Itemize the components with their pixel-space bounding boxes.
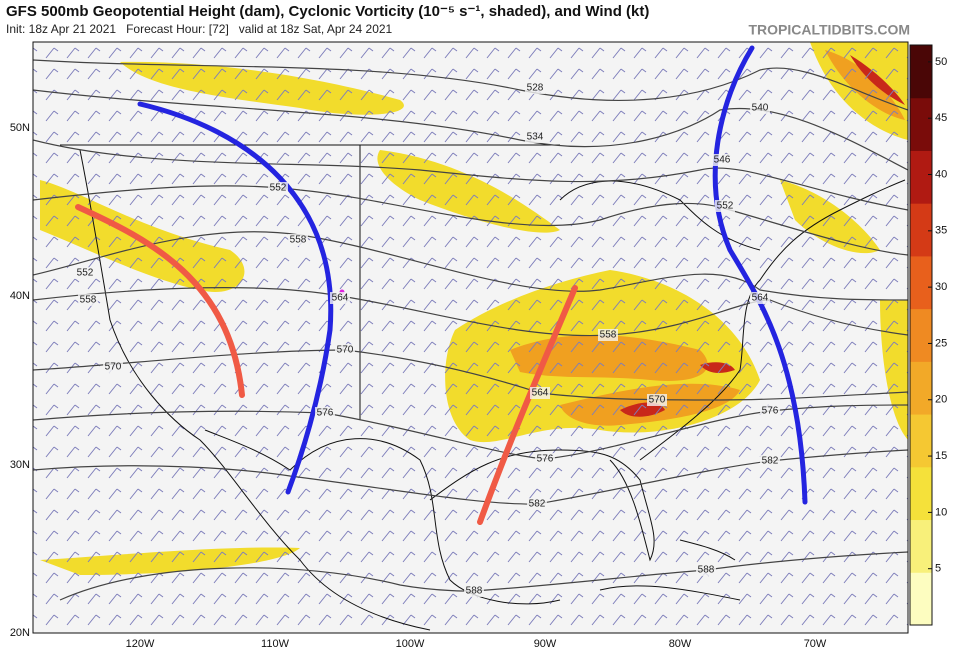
contour-label: 582 [529,499,546,510]
contour-label-bg [464,585,484,597]
lon-label: 120W [126,638,155,650]
map: 528 534 540 546 552 552 552 558 558 558 564 564 564 5… [33,42,908,633]
contour-label: 552 [77,268,94,279]
colorbar-swatch [910,466,932,521]
lat-label: 20N [10,627,30,639]
colorbar-tick-label: 45 [935,112,947,124]
contour-label-bg [315,407,335,419]
colorbar-swatch [910,203,932,257]
contour-label-bg [598,329,618,341]
contour-label-bg [530,387,550,399]
colorbar-tick-label: 25 [935,337,947,349]
contour-label-bg [715,200,735,212]
contour-label-bg [527,498,547,510]
contour-label-bg [335,344,355,356]
contour-label: 582 [762,456,779,467]
contour-label-bg [750,102,770,114]
colorbar-swatch [910,519,932,573]
contour-label-bg [525,131,545,143]
colorbar-swatch [910,414,932,468]
contour-label: 558 [80,295,97,306]
colorbar-tick-label: 15 [935,450,947,462]
contour-label: 570 [105,362,122,373]
lon-label: 80W [669,638,692,650]
contour-label: 540 [752,103,769,114]
contour-label: 570 [649,395,666,406]
contour-label-bg [535,453,555,465]
colorbar-swatch [910,308,932,362]
ridge-axis [712,45,808,505]
contour-label-bg [103,361,123,373]
lon-label: 90W [534,638,557,650]
contour-label: 546 [714,155,731,166]
colorbar-tick-label: 40 [935,168,947,180]
colorbar-tick-label: 5 [935,563,941,575]
contour-label-bg [288,234,308,246]
contour-label: 576 [537,454,554,465]
colorbar-swatch [910,97,932,151]
colorbar-frame [909,44,933,626]
contour-label: 564 [752,293,769,304]
contour-label-bg [647,394,667,406]
colorbar-swatch [910,255,932,310]
map-frame [32,41,909,634]
title: GFS 500mb Geopotential Height (dam), Cyc… [6,3,649,20]
contour-label: 576 [317,408,334,419]
watermark: TROPICALTIDBITS.COM [748,22,910,38]
lon-label: 70W [804,638,827,650]
contour-label: 564 [332,293,349,304]
shortwave-axis [75,204,245,398]
lon-label: 100W [396,638,425,650]
contour-label: 558 [290,235,307,246]
lat-label: 50N [10,122,30,134]
contour-label-bg [760,455,780,467]
contour-label: 564 [532,388,549,399]
lat-label: 30N [10,459,30,471]
colorbar-swatch [910,572,932,626]
colorbar-swatch [910,150,932,204]
colorbar-swatch [910,361,932,415]
colorbar-tick-label: 10 [935,506,947,518]
subtitle: Init: 18z Apr 21 2021 Forecast Hour: [72… [6,22,393,36]
contour-label: 534 [527,132,544,143]
colorbar-tick-label: 35 [935,225,947,237]
contour-label: 552 [270,183,287,194]
shortwave-axis [477,285,578,525]
contour-label: 588 [466,586,483,597]
contour-label-bg [525,82,545,94]
contour-label: 558 [600,330,617,341]
contour-label-bg [268,182,288,194]
contour-label: 552 [717,201,734,212]
contour-label-bg [78,294,98,306]
contour-label: 588 [698,565,715,576]
contour-label-bg [750,292,770,304]
contour-label: 570 [337,345,354,356]
contour-label: 576 [762,406,779,417]
colorbar-swatch [910,45,932,99]
trough-axis [137,101,334,495]
colorbar: 5 10 15 20 25 30 35 40 45 50 [909,44,947,626]
lon-label: 110W [261,638,290,650]
contour-label-bg [696,564,716,576]
colorbar-tick-label: 50 [935,56,947,68]
height-contours [33,59,908,601]
colorbar-tick-label: 30 [935,281,947,293]
contour-label-bg [760,405,780,417]
contour-label-bg [75,267,95,279]
contour-label-bg [712,154,732,166]
colorbar-tick-label: 20 [935,394,947,406]
contour-label: 528 [527,83,544,94]
lat-label: 40N [10,290,30,302]
contour-label-bg [330,292,350,304]
